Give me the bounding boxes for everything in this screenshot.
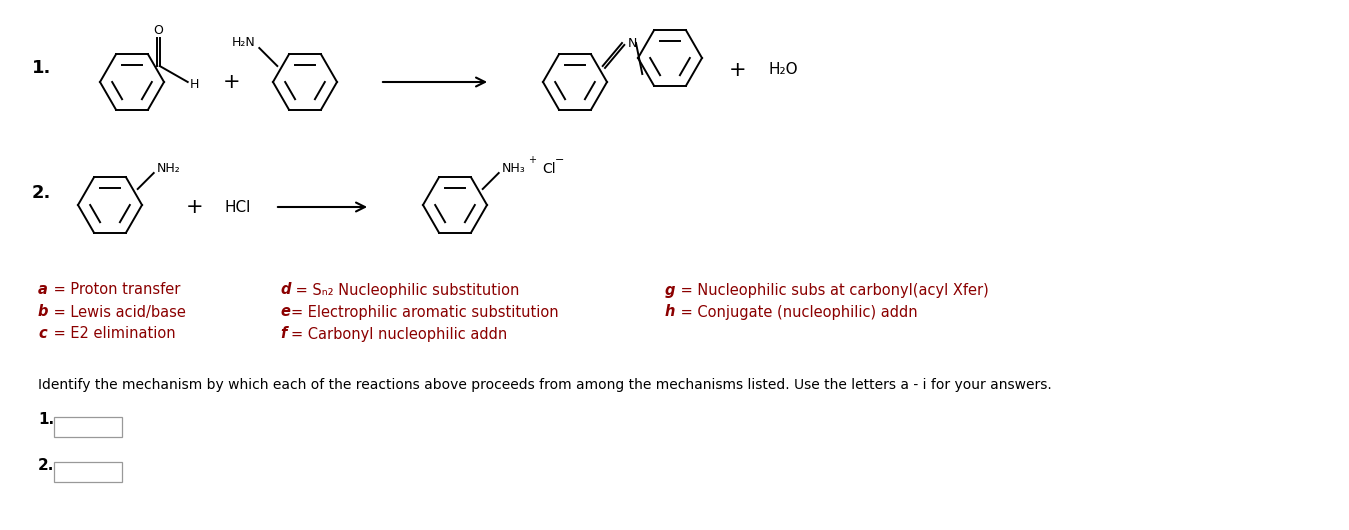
Text: +: + [527,155,536,165]
Text: d: d [281,282,290,297]
Text: 1.: 1. [32,59,51,77]
Text: e: e [281,305,290,320]
Text: −: − [554,155,564,165]
Text: 2.: 2. [32,184,51,202]
Text: = Nucleophilic subs at carbonyl(acyl Xfer): = Nucleophilic subs at carbonyl(acyl Xfe… [676,282,989,297]
Text: H₂O: H₂O [768,63,797,77]
Text: = E2 elimination: = E2 elimination [49,326,175,341]
Text: = Proton transfer: = Proton transfer [49,282,181,297]
Text: Identify the mechanism by which each of the reactions above proceeds from among : Identify the mechanism by which each of … [38,378,1052,392]
Text: +: + [186,197,204,217]
Text: H₂N: H₂N [232,36,255,49]
Text: a: a [38,282,47,297]
Bar [54,417,121,437]
Text: +: + [730,60,747,80]
Text: 1.: 1. [38,412,54,428]
Text: g: g [665,282,676,297]
Text: NH₂: NH₂ [156,162,181,174]
Text: b: b [38,305,49,320]
Text: N: N [629,37,637,49]
Text: 2.: 2. [38,457,54,473]
Text: NH₃: NH₃ [502,162,526,174]
Text: H: H [190,78,200,92]
Text: = Sₙ₂ Nucleophilic substitution: = Sₙ₂ Nucleophilic substitution [291,282,519,297]
Text: = Carbonyl nucleophilic addn: = Carbonyl nucleophilic addn [291,326,507,341]
Text: = Lewis acid/base: = Lewis acid/base [49,305,186,320]
Text: Cl: Cl [542,162,556,176]
Text: h: h [665,305,676,320]
Text: O: O [154,24,163,38]
Text: HCl: HCl [224,199,251,215]
Text: c: c [38,326,47,341]
Text: = Electrophilic aromatic substitution: = Electrophilic aromatic substitution [291,305,558,320]
Text: f: f [281,326,286,341]
Text: +: + [223,72,241,92]
Text: = Conjugate (nucleophilic) addn: = Conjugate (nucleophilic) addn [676,305,917,320]
Bar [54,462,121,482]
